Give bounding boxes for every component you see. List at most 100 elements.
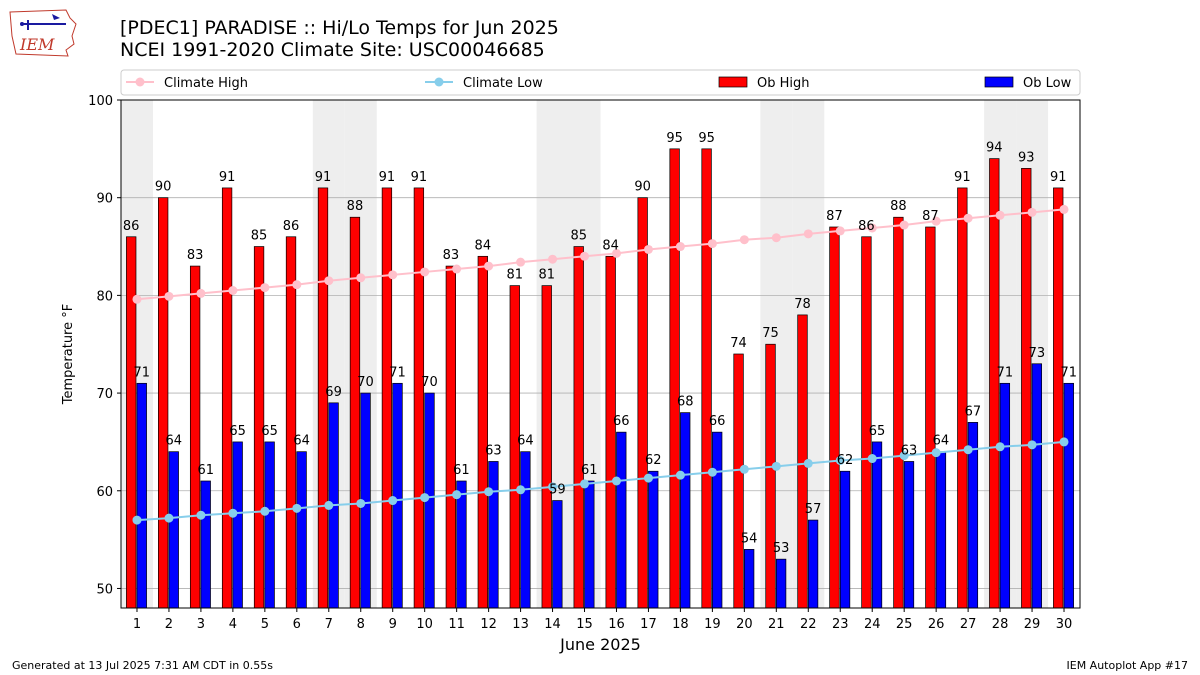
ob-high-label: 86: [283, 219, 300, 234]
ob-low-label: 64: [517, 434, 534, 449]
ob-high-label: 91: [954, 170, 971, 185]
ob-low-label: 67: [965, 404, 982, 419]
ob-high-bar: [126, 236, 137, 609]
ob-low-bar: [584, 480, 595, 609]
climate-high-point: [420, 267, 430, 277]
climate-high-point: [292, 280, 302, 290]
ob-high-label: 74: [730, 336, 747, 351]
ob-low-bar: [296, 451, 307, 609]
ob-low-label: 70: [421, 375, 438, 390]
ob-low-label: 71: [997, 365, 1014, 380]
climate-low-point: [292, 503, 302, 513]
climate-low-point: [356, 498, 366, 508]
ob-low-label: 61: [581, 463, 598, 478]
ob-high-label: 75: [762, 326, 779, 341]
ob-high-bar: [925, 226, 936, 609]
ob-high-bar: [285, 236, 297, 609]
y-tick-label: 80: [96, 289, 113, 304]
ob-high-label: 85: [570, 229, 587, 244]
ob-low-bar: [168, 451, 179, 609]
ob-low-label: 71: [134, 365, 151, 380]
x-tick-label: 4: [229, 617, 237, 632]
ob-high-label: 85: [251, 229, 268, 244]
climate-low-point: [611, 476, 621, 486]
ob-low-bar: [871, 441, 883, 609]
ob-low-bar: [680, 412, 691, 609]
x-tick-label: 6: [293, 617, 301, 632]
x-tick-label: 7: [325, 617, 333, 632]
ob-low-label: 54: [741, 531, 758, 546]
climate-low-point: [420, 493, 430, 503]
ob-high-label: 84: [475, 238, 492, 253]
climate-high-point: [196, 288, 206, 298]
x-tick-label: 27: [960, 617, 977, 632]
climate-high-point: [132, 294, 142, 304]
climate-high-point: [1059, 204, 1069, 214]
legend-climate-low-marker: [434, 77, 444, 87]
climate-high-point: [580, 251, 590, 261]
climate-high-point: [388, 270, 398, 280]
x-tick-label: 3: [197, 617, 205, 632]
x-tick-label: 1: [133, 617, 141, 632]
legend-climate-high-marker: [135, 77, 145, 87]
x-tick-label: 28: [992, 617, 1009, 632]
ob-high-bar: [669, 148, 680, 609]
iowa-outline-icon: [9, 9, 77, 57]
ob-low-bar: [1031, 363, 1042, 609]
x-tick-label: 21: [768, 617, 785, 632]
climate-high-point: [771, 233, 781, 243]
climate-low-point: [548, 482, 558, 492]
ob-low-label: 61: [453, 463, 470, 478]
ob-high-label: 95: [698, 131, 715, 146]
climate-low-point: [260, 506, 270, 516]
x-tick-label: 30: [1056, 617, 1073, 632]
ob-high-bar: [189, 265, 201, 609]
ob-low-label: 57: [805, 502, 822, 517]
ob-low-label: 62: [645, 453, 662, 468]
climate-high-line: [136, 208, 1065, 301]
ob-high-label: 88: [347, 199, 364, 214]
climate-low-point: [675, 470, 685, 480]
ob-high-bar: [893, 216, 904, 609]
ob-low-label: 64: [293, 434, 310, 449]
ob-high-label: 87: [826, 209, 843, 224]
ob-high-label: 81: [538, 268, 555, 283]
ob-low-bar: [648, 470, 659, 609]
ob-high-label: 87: [922, 209, 939, 224]
ob-low-label: 71: [389, 365, 406, 380]
x-tick-label: 25: [896, 617, 913, 632]
ob-high-bar: [733, 353, 744, 609]
climate-high-point: [356, 273, 366, 283]
ob-high-label: 94: [986, 141, 1003, 156]
ob-high-bar: [541, 285, 552, 609]
x-tick-label: 18: [672, 617, 689, 632]
ob-low-label: 70: [357, 375, 374, 390]
ob-low-label: 65: [869, 424, 886, 439]
climate-low-point: [707, 467, 717, 477]
x-tick-label: 2: [165, 617, 173, 632]
ob-low-label: 71: [1061, 365, 1078, 380]
climate-high-point: [611, 248, 621, 258]
x-tick-label: 5: [261, 617, 269, 632]
ob-high-bar: [445, 265, 456, 609]
ob-high-bar: [477, 255, 488, 609]
ob-low-bar: [935, 451, 947, 609]
climate-low-point: [388, 496, 398, 506]
legend-climate-high-label: Climate High: [164, 76, 248, 91]
ob-low-bar: [1063, 382, 1074, 609]
x-tick-label: 10: [416, 617, 433, 632]
climate-low-line: [136, 440, 1065, 522]
climate-high-point: [484, 261, 494, 271]
iem-logo: IEM: [9, 9, 77, 57]
climate-high-point: [835, 226, 845, 236]
legend-ob-high-label: Ob High: [757, 76, 810, 91]
climate-high-point: [867, 223, 877, 233]
x-tick-label: 15: [576, 617, 593, 632]
ob-low-label: 53: [773, 541, 790, 556]
climate-low-point: [484, 487, 494, 497]
x-tick-label: 17: [640, 617, 657, 632]
ob-high-bar: [957, 187, 968, 609]
ob-high-label: 90: [634, 180, 651, 195]
y-axis-label: Temperature °F: [61, 304, 76, 405]
x-tick-label: 8: [357, 617, 365, 632]
